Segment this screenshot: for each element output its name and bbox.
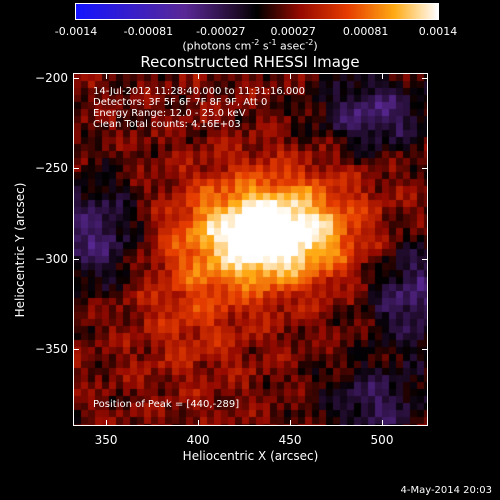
colorbar-tick-label: 0.00027 xyxy=(270,25,316,38)
y-tick-label: −350 xyxy=(35,341,68,356)
y-tick xyxy=(422,78,428,80)
peak-position-label: Position of Peak = [440,-289] xyxy=(93,399,240,410)
info-clean-counts: Clean Total counts: 4.16E+03 xyxy=(93,119,241,130)
x-tick-label: 350 xyxy=(94,433,118,447)
x-tick-label: 500 xyxy=(370,433,394,447)
info-detectors: Detectors: 3F 5F 6F 7F 8F 9F, Att 0 xyxy=(93,97,268,108)
x-tick-label: 450 xyxy=(278,433,302,447)
x-tick xyxy=(382,420,383,426)
info-time-range: 14-Jul-2012 11:28:40.000 to 11:31:16.000 xyxy=(93,86,305,97)
plot-title: Reconstructed RHESSI Image xyxy=(140,53,360,71)
x-tick xyxy=(106,73,108,79)
x-tick xyxy=(290,73,292,79)
y-tick-label: −200 xyxy=(35,71,68,86)
y-axis-label: Heliocentric Y (arcsec) xyxy=(13,182,27,318)
x-tick xyxy=(198,420,200,426)
image-plot: 14-Jul-2012 11:28:40.000 to 11:31:16.000… xyxy=(73,73,428,426)
y-tick xyxy=(73,258,79,260)
info-energy-range: Energy Range: 12.0 - 25.0 keV xyxy=(93,108,246,119)
x-tick xyxy=(198,73,200,79)
y-tick xyxy=(422,258,428,260)
colorbar-tick-label: -0.00027 xyxy=(196,25,246,38)
x-axis-label: Heliocentric X (arcsec) xyxy=(182,449,319,463)
y-tick-label: −300 xyxy=(35,251,68,266)
rhessi-heatmap xyxy=(74,74,427,425)
x-tick xyxy=(106,420,108,426)
y-tick xyxy=(73,78,79,80)
y-tick xyxy=(73,168,79,170)
colorbar-units: (photons cm-2 s-1 asec-2) xyxy=(182,38,318,53)
colorbar-tick-label: 0.00081 xyxy=(342,25,389,38)
colorbar-tick-label: -0.00081 xyxy=(123,25,174,38)
y-tick-label: −250 xyxy=(35,161,68,176)
date-stamp: 4-May-2014 20:03 xyxy=(400,485,492,496)
x-tick xyxy=(290,420,292,426)
colorbar xyxy=(75,3,439,20)
y-tick xyxy=(73,348,79,350)
colorbar-tick-label: 0.0014 xyxy=(418,25,458,38)
x-tick-label: 400 xyxy=(186,433,210,447)
colorbar-tick-label: -0.0014 xyxy=(54,25,98,38)
y-tick xyxy=(422,168,428,170)
y-tick xyxy=(422,348,428,350)
x-tick xyxy=(382,73,383,79)
